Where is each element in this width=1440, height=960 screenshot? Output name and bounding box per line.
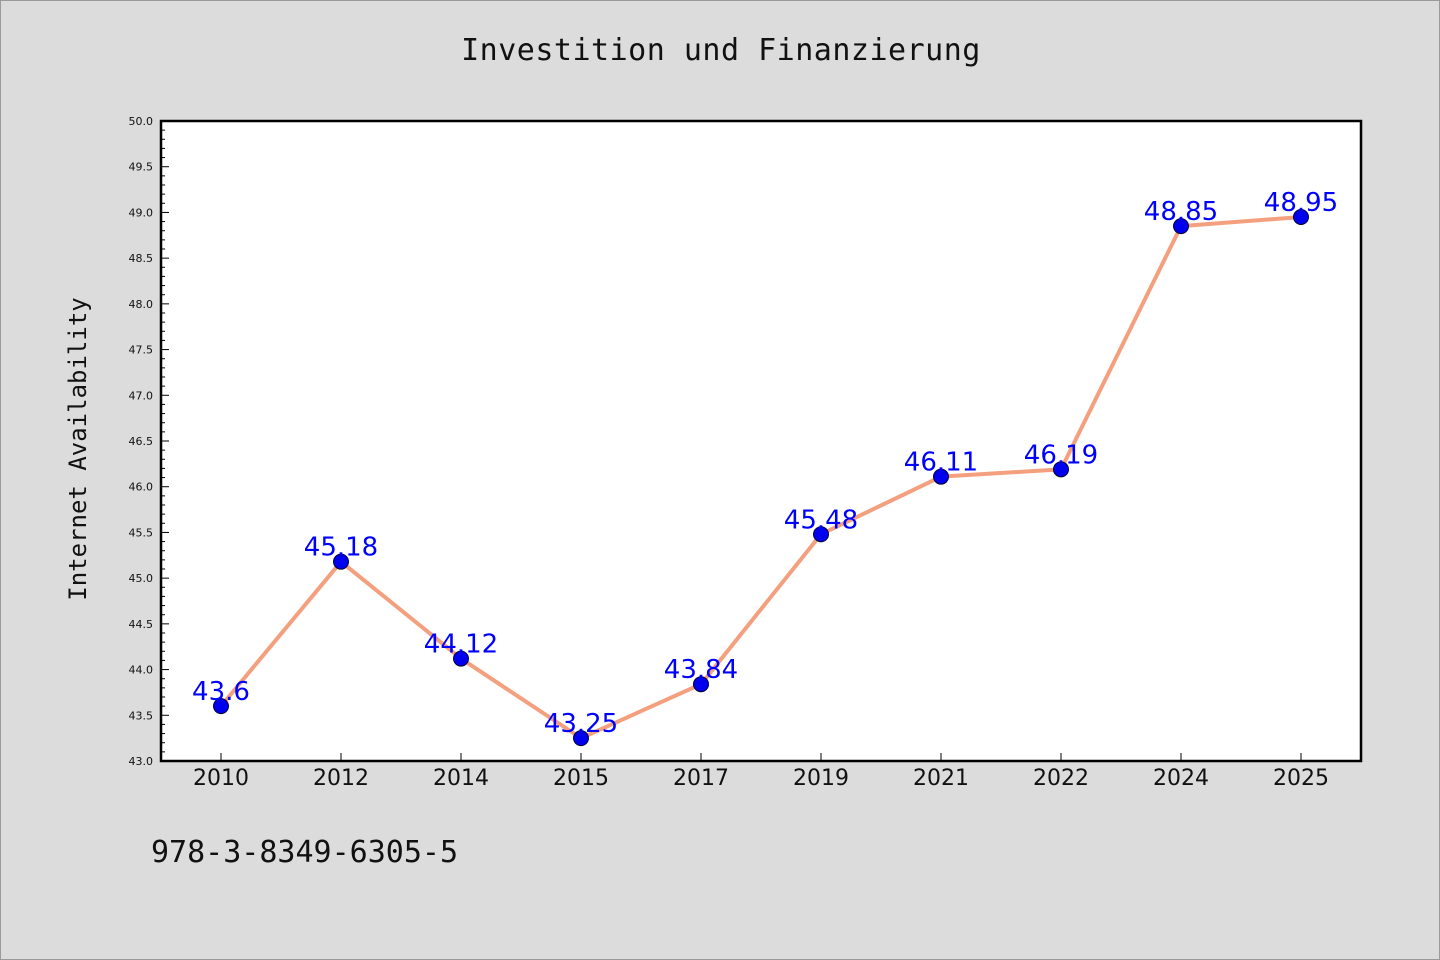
data-point bbox=[453, 650, 469, 667]
y-tick-label: 47.0 bbox=[129, 389, 154, 402]
y-tick-label: 48.5 bbox=[129, 252, 154, 265]
y-tick-label: 48.0 bbox=[129, 298, 154, 311]
x-tick-label: 2022 bbox=[1033, 766, 1089, 791]
data-label: 48.85 bbox=[1144, 197, 1218, 227]
x-tick-label: 2010 bbox=[193, 766, 249, 791]
x-tick-label: 2014 bbox=[433, 766, 489, 791]
data-point bbox=[933, 468, 949, 485]
data-label: 43.6 bbox=[192, 677, 250, 707]
y-tick-label: 50.0 bbox=[129, 115, 154, 128]
data-point bbox=[1173, 218, 1189, 235]
data-label: 46.11 bbox=[904, 448, 978, 478]
plot-area bbox=[159, 119, 1363, 763]
data-point bbox=[1053, 461, 1069, 478]
x-tick-label: 2021 bbox=[913, 766, 969, 791]
y-tick-label: 45.5 bbox=[129, 526, 154, 539]
y-tick-label: 46.5 bbox=[129, 435, 154, 448]
data-point bbox=[333, 553, 349, 570]
data-point bbox=[1293, 209, 1309, 225]
data-point bbox=[213, 698, 229, 715]
data-label: 43.84 bbox=[664, 655, 738, 685]
x-tick-label: 2025 bbox=[1273, 766, 1329, 791]
isbn-footnote: 978-3-8349-6305-5 bbox=[151, 835, 459, 870]
data-point bbox=[573, 730, 589, 747]
data-point bbox=[813, 526, 829, 543]
y-tick-label: 44.5 bbox=[129, 618, 154, 631]
chart-title: Investition und Finanzierung bbox=[461, 33, 981, 68]
x-tick-label: 2017 bbox=[673, 766, 729, 791]
data-label: 46.19 bbox=[1024, 440, 1098, 470]
data-label: 48.95 bbox=[1264, 188, 1338, 218]
y-tick-label: 49.5 bbox=[129, 161, 154, 174]
y-tick-label: 43.5 bbox=[129, 709, 154, 722]
data-label: 43.25 bbox=[544, 709, 618, 739]
data-point bbox=[693, 676, 709, 693]
data-label: 44.12 bbox=[424, 630, 498, 660]
x-tick-label: 2015 bbox=[553, 766, 609, 791]
x-tick-label: 2019 bbox=[793, 766, 849, 791]
series-line bbox=[219, 215, 1302, 741]
y-tick-label: 45.0 bbox=[129, 572, 154, 585]
data-label: 45.18 bbox=[304, 533, 378, 563]
x-tick-label: 2024 bbox=[1153, 766, 1209, 791]
y-tick-label: 47.5 bbox=[129, 344, 154, 357]
y-tick-label: 49.0 bbox=[129, 206, 154, 219]
y-tick-label: 43.0 bbox=[129, 755, 154, 768]
data-label: 45.48 bbox=[784, 505, 858, 535]
y-tick-label: 44.0 bbox=[129, 664, 154, 677]
y-tick-label: 46.0 bbox=[129, 481, 154, 494]
x-tick-label: 2012 bbox=[313, 766, 369, 791]
